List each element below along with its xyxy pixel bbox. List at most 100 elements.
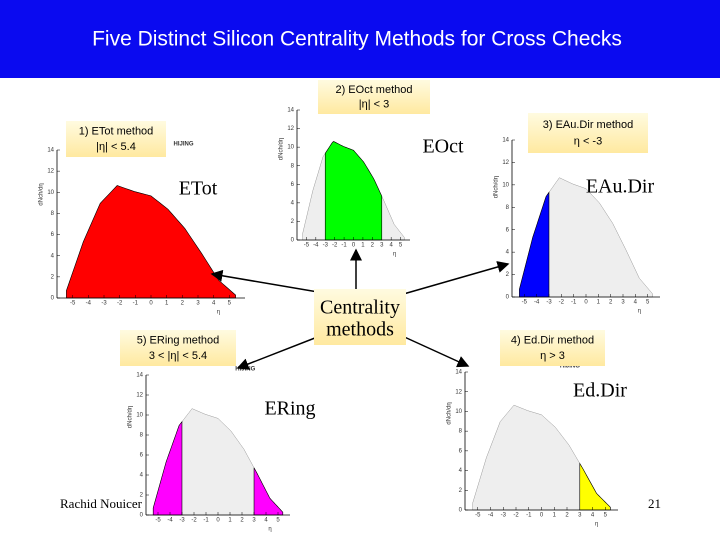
y-tick-label: 10 <box>287 145 294 151</box>
y-tick-label: 8 <box>506 205 510 211</box>
y-tick-label: 2 <box>51 274 55 280</box>
arrows <box>210 248 510 370</box>
x-tick-label: -5 <box>304 243 310 249</box>
x-tick-label: -2 <box>332 243 338 249</box>
y-tick-label: 4 <box>51 253 55 259</box>
y-tick-label: 0 <box>51 296 55 302</box>
x-tick-label: 3 <box>578 513 582 519</box>
method-name: EAu.Dir <box>586 176 655 198</box>
page-number: 21 <box>648 496 661 511</box>
x-axis-label: η <box>638 309 641 315</box>
x-tick-label: 4 <box>389 243 393 249</box>
method-name: Ed.Dir <box>573 380 627 402</box>
y-axis-label: dNch/dη <box>494 176 500 198</box>
x-tick-label: 2 <box>371 243 375 249</box>
x-tick-label: -4 <box>313 243 319 249</box>
method-boxes: 1) ETot method |η| < 5.4 ETot 2) EOct metho… <box>66 80 654 420</box>
x-tick-label: -1 <box>341 243 347 249</box>
x-tick-label: -4 <box>488 513 494 519</box>
method-name: ETot <box>179 178 218 200</box>
x-tick-label: 5 <box>646 300 650 306</box>
model-label: HIJING <box>560 364 580 370</box>
method-label: 1) ETot method <box>79 126 154 138</box>
y-tick-label: 4 <box>459 468 463 474</box>
y-axis-label: dNch/dη <box>39 183 45 205</box>
x-tick-label: -5 <box>155 518 161 524</box>
x-tick-label: -2 <box>191 518 197 524</box>
x-tick-label: 0 <box>216 518 220 524</box>
arrow <box>399 261 510 296</box>
x-tick-label: 3 <box>621 300 625 306</box>
x-tick-label: -2 <box>559 300 565 306</box>
x-tick-label: 3 <box>380 243 384 249</box>
method-condition: η < -3 <box>574 136 602 148</box>
x-tick-label: 1 <box>553 513 557 519</box>
title-bar <box>0 0 720 78</box>
y-tick-label: 4 <box>140 473 144 479</box>
method-condition: 3 < |η| < 5.4 <box>149 350 207 362</box>
x-tick-label: 2 <box>609 300 613 306</box>
y-tick-label: 10 <box>455 409 462 415</box>
y-tick-label: 6 <box>291 182 295 188</box>
x-tick-label: 3 <box>252 518 256 524</box>
y-tick-label: 14 <box>502 138 509 144</box>
y-tick-label: 10 <box>502 182 509 188</box>
y-tick-label: 6 <box>459 448 463 454</box>
arrow <box>399 334 470 368</box>
x-tick-label: 2 <box>240 518 244 524</box>
y-tick-label: 12 <box>287 126 294 132</box>
y-tick-label: 0 <box>459 508 463 514</box>
x-tick-label: 5 <box>276 518 280 524</box>
method-condition: η > 3 <box>540 350 565 362</box>
x-tick-label: 0 <box>149 301 153 307</box>
y-tick-label: 12 <box>136 393 143 399</box>
y-tick-label: 8 <box>459 429 463 435</box>
y-tick-label: 2 <box>459 488 463 494</box>
selected-region <box>579 462 611 511</box>
y-axis-label: dNch/dη <box>128 406 134 428</box>
method-label: 2) EOct method <box>335 84 412 96</box>
y-tick-label: 2 <box>140 493 144 499</box>
x-tick-label: -3 <box>101 301 107 307</box>
x-tick-label: -4 <box>86 301 92 307</box>
y-tick-label: 4 <box>506 250 510 256</box>
selected-region <box>324 141 383 241</box>
x-tick-label: 4 <box>212 301 216 307</box>
selected-region <box>253 467 284 516</box>
x-tick-label: -3 <box>179 518 185 524</box>
center-text: methods <box>326 319 394 341</box>
center-text: Centrality <box>320 297 400 319</box>
x-tick-label: 5 <box>604 513 608 519</box>
y-tick-label: 6 <box>506 227 510 233</box>
y-tick-label: 8 <box>51 211 55 217</box>
x-tick-label: 0 <box>540 513 544 519</box>
author: Rachid Nouicer <box>60 496 143 511</box>
x-tick-label: 0 <box>584 300 588 306</box>
method-label: 4) Ed.Dir method <box>511 335 594 347</box>
y-axis-label: dNch/dη <box>447 402 453 424</box>
method-condition: |η| < 3 <box>359 98 390 110</box>
y-tick-label: 2 <box>506 272 510 278</box>
method-condition: |η| < 5.4 <box>96 141 136 153</box>
x-tick-label: -5 <box>70 301 76 307</box>
x-tick-label: 5 <box>399 243 403 249</box>
method-name: ERing <box>264 398 315 420</box>
x-tick-label: -5 <box>522 300 528 306</box>
y-tick-label: 14 <box>136 373 143 379</box>
y-tick-label: 14 <box>455 370 462 376</box>
x-tick-label: -5 <box>475 513 481 519</box>
x-tick-label: 0 <box>352 243 356 249</box>
y-tick-label: 12 <box>47 169 54 175</box>
x-tick-label: 2 <box>181 301 185 307</box>
x-tick-label: 4 <box>634 300 638 306</box>
x-tick-label: -2 <box>117 301 123 307</box>
x-tick-label: 1 <box>228 518 232 524</box>
x-tick-label: -3 <box>501 513 507 519</box>
y-tick-label: 8 <box>140 433 144 439</box>
method-box <box>318 80 430 114</box>
y-tick-label: 6 <box>140 453 144 459</box>
x-tick-label: 4 <box>591 513 595 519</box>
selected-region <box>152 420 183 516</box>
